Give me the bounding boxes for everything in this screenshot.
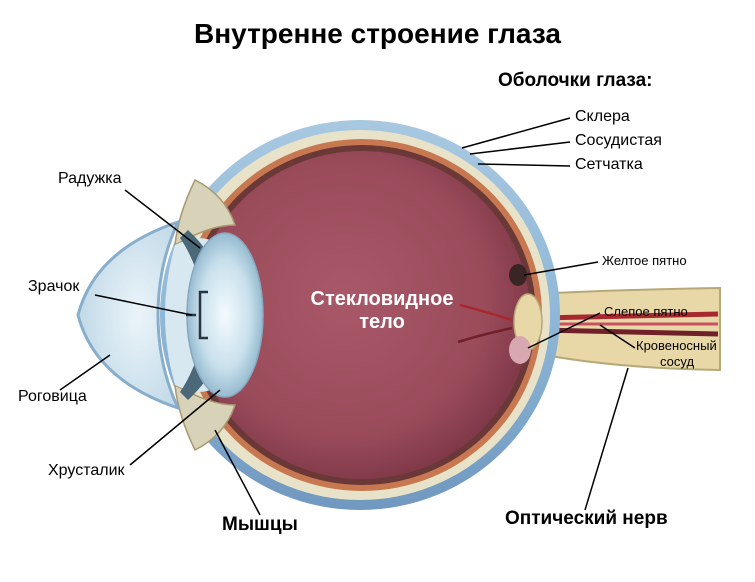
center-label: Стекловидное тело [292,288,472,334]
label-sclera: Склера [575,108,630,126]
label-membranes-header: Оболочки глаза: [498,70,653,92]
label-blood-vessel-1: Кровеносный [636,338,717,353]
label-choroid: Сосудистая [575,132,662,150]
label-pupil: Зрачок [28,278,79,296]
label-macula: Желтое пятно [602,253,687,268]
label-retina: Сетчатка [575,156,643,174]
label-blind-spot: Слепое пятно [604,304,688,319]
eye-diagram: Оболочки глаза: Склера Сосудистая Сетчат… [0,70,755,550]
label-cornea: Роговица [18,388,87,406]
center-label-line1: Стекловидное [292,288,472,311]
label-optic-nerve: Оптический нерв [505,508,668,530]
label-muscles: Мышцы [222,514,298,536]
center-label-line2: тело [292,311,472,334]
diagram-title: Внутренне строение глаза [0,18,755,50]
label-iris: Радужка [58,170,122,188]
label-lens: Хрусталик [48,462,125,480]
label-blood-vessel-2: сосуд [660,354,694,369]
